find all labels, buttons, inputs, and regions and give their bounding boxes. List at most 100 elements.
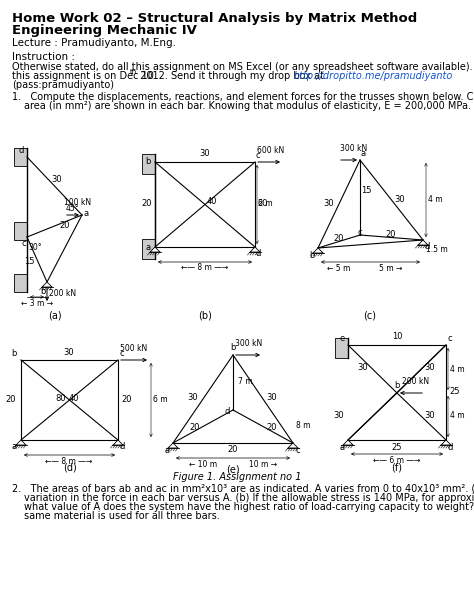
Text: (pass:pramudiyanto): (pass:pramudiyanto)	[12, 80, 114, 90]
Text: 20: 20	[142, 200, 152, 209]
Text: (a): (a)	[48, 310, 62, 320]
Text: 20: 20	[121, 395, 131, 405]
Text: 40: 40	[69, 394, 79, 403]
Text: 600 kN: 600 kN	[257, 146, 284, 155]
Text: 1.   Compute the displacements, reactions, and element forces for the trusses sh: 1. Compute the displacements, reactions,…	[12, 92, 474, 102]
Polygon shape	[418, 240, 428, 245]
Polygon shape	[250, 247, 260, 252]
Polygon shape	[168, 443, 178, 448]
Text: b: b	[310, 251, 315, 260]
Text: this assignment is on Dec 10: this assignment is on Dec 10	[12, 71, 154, 81]
Text: 20: 20	[334, 234, 344, 243]
Text: a: a	[361, 149, 366, 158]
Text: 80: 80	[55, 394, 66, 403]
Text: 30: 30	[187, 394, 198, 403]
Text: 20: 20	[266, 424, 276, 433]
Polygon shape	[16, 440, 26, 445]
Bar	[14, 222, 27, 240]
Text: 4 m: 4 m	[450, 365, 465, 373]
Text: 25: 25	[449, 387, 459, 397]
Text: d: d	[18, 146, 24, 155]
Text: a: a	[340, 443, 345, 452]
Text: 6 m: 6 m	[258, 200, 273, 209]
Text: th: th	[130, 69, 137, 75]
Text: 4 m: 4 m	[450, 411, 465, 420]
Text: 30°: 30°	[28, 243, 42, 252]
Text: (c): (c)	[364, 310, 376, 320]
Text: 100 kN: 100 kN	[64, 198, 91, 207]
Text: 300 kN: 300 kN	[235, 339, 262, 348]
Text: 1.5 m: 1.5 m	[426, 245, 448, 254]
Text: 8 m: 8 m	[296, 422, 310, 430]
Text: 20: 20	[190, 424, 200, 433]
Text: 200 kN: 200 kN	[402, 377, 429, 386]
Text: 30: 30	[394, 195, 405, 204]
Text: 45°: 45°	[66, 204, 80, 213]
Text: Otherwise stated, do all this assignment on MS Excel (or any spreadsheet softwar: Otherwise stated, do all this assignment…	[12, 62, 474, 72]
Text: 2012. Send it through my drop box at: 2012. Send it through my drop box at	[137, 71, 327, 81]
Text: 15: 15	[361, 186, 372, 195]
Polygon shape	[42, 282, 52, 287]
Text: 20: 20	[386, 230, 396, 239]
Text: 300 kN: 300 kN	[340, 144, 367, 153]
Text: 20: 20	[6, 395, 16, 405]
Text: (d): (d)	[63, 463, 77, 473]
Text: b: b	[230, 343, 236, 352]
Text: 30: 30	[52, 175, 62, 184]
Text: 15: 15	[25, 256, 35, 266]
Text: http://dropitto.me/pramudiyanto: http://dropitto.me/pramudiyanto	[294, 71, 453, 81]
Text: ← 10 m: ← 10 m	[189, 460, 217, 469]
Text: c: c	[296, 446, 301, 455]
Text: a: a	[146, 244, 151, 253]
Text: Lecture : Pramudiyanto, M.Eng.: Lecture : Pramudiyanto, M.Eng.	[12, 38, 176, 48]
Text: 30: 30	[64, 348, 74, 357]
Text: Home Work 02 – Structural Analysis by Matrix Method: Home Work 02 – Structural Analysis by Ma…	[12, 12, 417, 25]
Text: 6 m: 6 m	[153, 395, 168, 405]
Text: Instruction :: Instruction :	[12, 52, 75, 62]
Text: Engineering Mechanic IV: Engineering Mechanic IV	[12, 24, 197, 37]
Text: c: c	[358, 228, 362, 237]
Text: (b): (b)	[198, 310, 212, 320]
Text: 2.   The areas of bars ab and ac in mm²x10³ are as indicated. A varies from 0 to: 2. The areas of bars ab and ac in mm²x10…	[12, 484, 474, 494]
Text: same material is used for all three bars.: same material is used for all three bars…	[24, 511, 220, 521]
Text: 30: 30	[323, 200, 334, 209]
Text: d: d	[256, 249, 261, 258]
Text: 20: 20	[59, 220, 70, 230]
Text: ←— 8 m —→: ←— 8 m —→	[46, 457, 92, 466]
Text: Figure 1. Assignment no 1: Figure 1. Assignment no 1	[173, 472, 301, 482]
Text: 40: 40	[207, 197, 218, 206]
Text: 30: 30	[424, 411, 435, 420]
Text: c: c	[21, 239, 26, 248]
Text: 5 m →: 5 m →	[379, 264, 403, 273]
Text: 10 m →: 10 m →	[249, 460, 277, 469]
Polygon shape	[113, 440, 123, 445]
Text: d: d	[120, 442, 126, 451]
Text: variation in the force in each bar versus A. (b) If the allowable stress is 140 : variation in the force in each bar versu…	[24, 493, 474, 503]
Bar	[14, 274, 27, 292]
Text: 30: 30	[424, 362, 435, 371]
Text: what value of A does the system have the highest ratio of load-carrying capacity: what value of A does the system have the…	[24, 502, 474, 512]
Text: b: b	[146, 157, 151, 165]
Bar	[142, 239, 155, 259]
Text: 20: 20	[228, 445, 238, 454]
Text: a: a	[84, 209, 89, 218]
Text: b: b	[12, 349, 17, 358]
Bar	[142, 154, 155, 174]
Bar	[335, 338, 348, 358]
Text: (f): (f)	[392, 463, 402, 473]
Text: 10: 10	[392, 332, 402, 341]
Text: a: a	[12, 442, 17, 451]
Text: 30: 30	[200, 149, 210, 158]
Polygon shape	[343, 440, 353, 445]
Text: 4 m: 4 m	[428, 195, 443, 204]
Bar	[14, 148, 27, 166]
Text: e: e	[340, 334, 345, 343]
Text: 20: 20	[257, 200, 267, 209]
Polygon shape	[150, 247, 160, 252]
Text: c: c	[448, 334, 453, 343]
Text: ← 3 m →: ← 3 m →	[21, 299, 53, 308]
Polygon shape	[441, 440, 451, 445]
Text: area (in mm²) are shown in each bar. Knowing that modulus of elasticity, E = 200: area (in mm²) are shown in each bar. Kno…	[24, 101, 471, 111]
Text: c: c	[120, 349, 125, 358]
Polygon shape	[313, 248, 323, 253]
